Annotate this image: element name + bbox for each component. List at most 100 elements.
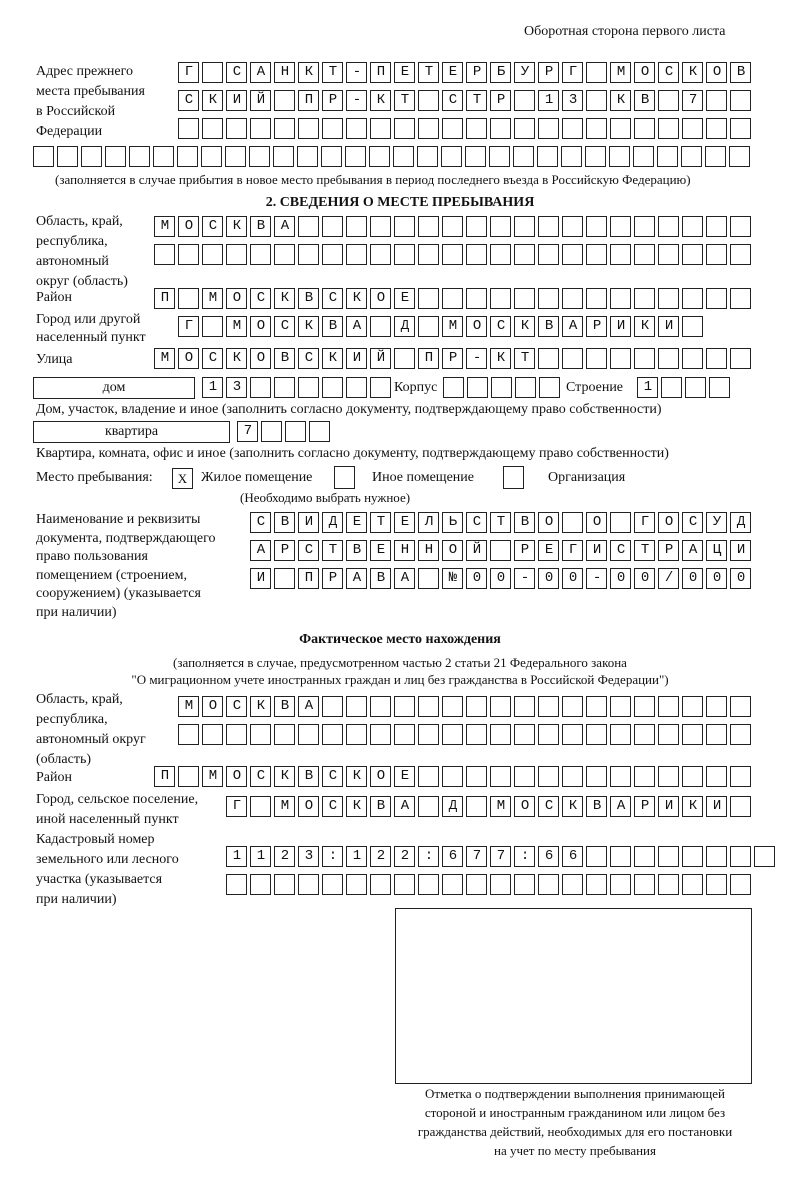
char-cell[interactable]	[394, 568, 415, 589]
char-cell[interactable]	[490, 118, 511, 139]
char-cell[interactable]	[466, 316, 487, 337]
char-cell[interactable]	[346, 244, 367, 265]
char-cell[interactable]	[490, 696, 511, 717]
char-cell[interactable]	[610, 348, 631, 369]
char-cell[interactable]	[322, 90, 343, 111]
char-cell[interactable]	[369, 146, 390, 167]
char-cell[interactable]	[225, 146, 246, 167]
char-cell[interactable]	[418, 216, 439, 237]
char-cell[interactable]	[562, 512, 583, 533]
char-cell[interactable]	[610, 216, 631, 237]
char-cell[interactable]	[466, 348, 487, 369]
char-cell[interactable]	[706, 348, 727, 369]
char-cell[interactable]	[610, 696, 631, 717]
char-cell[interactable]	[634, 796, 655, 817]
char-cell[interactable]	[610, 316, 631, 337]
char-cell[interactable]	[682, 244, 703, 265]
char-cell[interactable]	[610, 846, 631, 867]
char-cell[interactable]	[202, 62, 223, 83]
char-cell[interactable]	[418, 348, 439, 369]
char-cell[interactable]	[370, 118, 391, 139]
char-cell[interactable]	[514, 244, 535, 265]
char-cell[interactable]	[250, 316, 271, 337]
char-cell[interactable]	[394, 348, 415, 369]
char-cell[interactable]	[538, 288, 559, 309]
char-cell[interactable]	[442, 90, 463, 111]
char-cell[interactable]	[682, 118, 703, 139]
char-cell[interactable]	[250, 568, 271, 589]
char-cell[interactable]	[538, 766, 559, 787]
char-cell[interactable]	[658, 874, 679, 895]
char-cell[interactable]	[637, 377, 658, 398]
char-cell[interactable]	[706, 216, 727, 237]
char-cell[interactable]	[682, 568, 703, 589]
char-cell[interactable]	[538, 244, 559, 265]
char-cell[interactable]	[490, 796, 511, 817]
char-cell[interactable]	[610, 512, 631, 533]
char-cell[interactable]	[418, 288, 439, 309]
char-cell[interactable]	[274, 874, 295, 895]
char-cell[interactable]	[658, 724, 679, 745]
char-cell[interactable]	[538, 90, 559, 111]
char-cell[interactable]	[586, 118, 607, 139]
char-cell[interactable]	[394, 796, 415, 817]
char-cell[interactable]	[394, 288, 415, 309]
char-cell[interactable]	[682, 90, 703, 111]
char-cell[interactable]	[658, 118, 679, 139]
char-cell[interactable]	[491, 377, 512, 398]
char-cell[interactable]	[562, 90, 583, 111]
char-cell[interactable]	[346, 540, 367, 561]
char-cell[interactable]	[274, 90, 295, 111]
char-cell[interactable]	[681, 146, 702, 167]
char-cell[interactable]	[298, 62, 319, 83]
char-cell[interactable]	[370, 244, 391, 265]
char-cell[interactable]	[394, 216, 415, 237]
char-cell[interactable]	[261, 421, 282, 442]
char-cell[interactable]	[466, 244, 487, 265]
char-cell[interactable]	[202, 377, 223, 398]
char-cell[interactable]	[274, 846, 295, 867]
char-cell[interactable]	[322, 216, 343, 237]
char-cell[interactable]	[394, 846, 415, 867]
char-cell[interactable]	[370, 696, 391, 717]
char-cell[interactable]	[370, 796, 391, 817]
char-cell[interactable]	[274, 118, 295, 139]
char-cell[interactable]	[226, 216, 247, 237]
char-cell[interactable]	[250, 348, 271, 369]
char-cell[interactable]	[562, 216, 583, 237]
char-cell[interactable]	[226, 288, 247, 309]
char-cell[interactable]	[634, 724, 655, 745]
char-cell[interactable]	[202, 316, 223, 337]
char-cell[interactable]	[442, 512, 463, 533]
char-cell[interactable]	[562, 316, 583, 337]
char-cell[interactable]	[250, 118, 271, 139]
char-cell[interactable]	[309, 421, 330, 442]
char-cell[interactable]	[298, 316, 319, 337]
char-cell[interactable]	[730, 62, 751, 83]
char-cell[interactable]	[514, 288, 535, 309]
char-cell[interactable]	[442, 766, 463, 787]
char-cell[interactable]	[514, 216, 535, 237]
char-cell[interactable]	[346, 766, 367, 787]
char-cell[interactable]	[226, 244, 247, 265]
char-cell[interactable]	[178, 724, 199, 745]
char-cell[interactable]	[514, 796, 535, 817]
char-cell[interactable]	[274, 377, 295, 398]
char-cell[interactable]	[705, 146, 726, 167]
char-cell[interactable]	[57, 146, 78, 167]
char-cell[interactable]	[370, 316, 391, 337]
char-cell[interactable]	[274, 724, 295, 745]
char-cell[interactable]	[682, 316, 703, 337]
char-cell[interactable]	[610, 796, 631, 817]
char-cell[interactable]	[562, 874, 583, 895]
char-cell[interactable]	[490, 244, 511, 265]
char-cell[interactable]	[466, 874, 487, 895]
char-cell[interactable]	[562, 724, 583, 745]
char-cell[interactable]	[418, 316, 439, 337]
char-cell[interactable]	[586, 846, 607, 867]
char-cell[interactable]	[322, 512, 343, 533]
char-cell[interactable]	[490, 288, 511, 309]
char-cell[interactable]	[586, 796, 607, 817]
char-cell[interactable]	[394, 766, 415, 787]
char-cell[interactable]	[346, 512, 367, 533]
